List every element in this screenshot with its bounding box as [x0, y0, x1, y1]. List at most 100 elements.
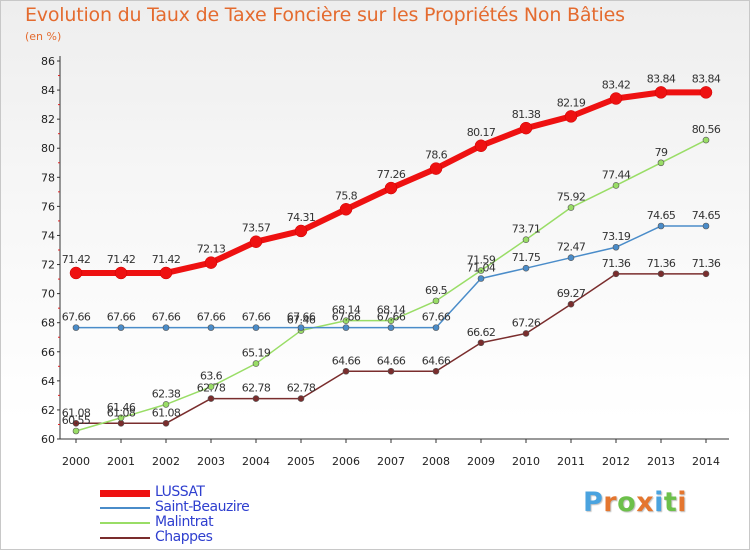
data-point [162, 401, 170, 408]
data-label: 62.38 [152, 387, 181, 400]
data-label: 73.71 [512, 223, 541, 236]
data-label: 61.46 [107, 401, 136, 414]
x-tick-label: 2013 [647, 455, 675, 468]
data-label: 67.66 [287, 311, 316, 324]
legend-swatch [100, 522, 150, 524]
data-label: 67.46 [287, 314, 316, 327]
data-label: 71.42 [152, 253, 181, 266]
data-label: 67.66 [107, 311, 136, 324]
x-tick-label: 2008 [422, 455, 450, 468]
data-point [567, 204, 575, 211]
data-label: 78.6 [425, 149, 448, 162]
data-label: 79 [655, 146, 668, 159]
data-label: 64.66 [332, 354, 361, 367]
y-tick-label: 60 [41, 433, 55, 446]
y-tick-label: 86 [41, 55, 55, 68]
data-point [657, 222, 665, 230]
data-label: 60.55 [62, 414, 91, 427]
data-label: 67.66 [152, 311, 181, 324]
logo-letter: o [617, 487, 637, 518]
series-line-chappes [76, 273, 706, 425]
chart-data-points [69, 86, 713, 435]
y-tick-label: 70 [41, 288, 55, 301]
proxiti-logo: Proxiti [583, 487, 687, 518]
data-label: 75.8 [335, 189, 358, 202]
x-tick-label: 2002 [152, 455, 180, 468]
data-point [522, 264, 530, 272]
data-label: 62.78 [242, 382, 271, 395]
data-label: 71.36 [692, 257, 721, 270]
data-label: 68.14 [377, 304, 406, 317]
data-point [702, 136, 710, 144]
data-label: 67.66 [377, 311, 406, 324]
data-label: 65.19 [242, 347, 271, 360]
data-point [72, 419, 80, 427]
data-label: 71.36 [647, 257, 676, 270]
data-label: 61.08 [107, 406, 136, 419]
data-point [114, 266, 128, 280]
y-tick-label: 68 [41, 317, 55, 330]
y-tick-label: 64 [41, 375, 55, 388]
data-point [297, 395, 305, 402]
data-point [117, 324, 125, 331]
logo-letter: r [603, 487, 618, 518]
logo-letter: x [636, 487, 655, 518]
data-point [207, 395, 215, 402]
data-label: 80.17 [467, 126, 496, 139]
data-label: 71.42 [62, 253, 91, 266]
data-point [387, 367, 395, 375]
data-point [432, 324, 440, 331]
data-label: 73.19 [602, 230, 631, 243]
x-tick-label: 2011 [557, 455, 585, 468]
chart-title: Evolution du Taux de Taxe Foncière sur l… [25, 4, 625, 26]
x-tick-label: 2010 [512, 455, 540, 468]
data-point [567, 300, 575, 308]
data-point [204, 256, 218, 269]
data-point [294, 224, 308, 238]
legend-label: Malintrat [155, 514, 214, 530]
data-label: 62.78 [287, 382, 316, 395]
data-point [654, 86, 668, 99]
data-point [477, 267, 485, 274]
data-point [72, 427, 80, 435]
data-label: 74.65 [692, 209, 721, 222]
data-point [567, 254, 575, 262]
data-point [519, 121, 533, 135]
data-label: 74.65 [647, 209, 676, 222]
data-point [249, 235, 263, 248]
x-tick-label: 2012 [602, 455, 630, 468]
data-point [474, 139, 488, 153]
data-label: 71.42 [107, 253, 136, 266]
data-label: 67.26 [512, 316, 541, 329]
data-point [339, 203, 353, 216]
data-point [162, 419, 170, 427]
data-point [162, 324, 170, 331]
data-label: 71.04 [467, 261, 496, 274]
data-label: 63.6 [200, 370, 223, 383]
y-tick-label: 66 [41, 346, 55, 359]
y-tick-label: 72 [41, 259, 55, 272]
data-label: 67.66 [332, 311, 361, 324]
chart-data-labels: 61.08 61.08 61.08 62.78 62.78 62.78 64.66 64.66… [62, 72, 722, 427]
data-point [702, 270, 710, 278]
chart-unit-label: (en %) [25, 30, 62, 43]
y-tick-label: 76 [41, 200, 55, 213]
data-label: 74.31 [287, 211, 316, 224]
legend-swatch [100, 489, 150, 497]
data-point [432, 297, 440, 305]
x-tick-label: 2005 [287, 455, 315, 468]
data-label: 67.66 [242, 311, 271, 324]
y-tick-label: 80 [41, 142, 55, 155]
data-point [342, 324, 350, 331]
data-point [657, 270, 665, 278]
data-point [432, 367, 440, 375]
data-point [429, 162, 443, 175]
data-point [657, 159, 665, 167]
data-point [522, 236, 530, 243]
data-point [342, 367, 350, 375]
data-point [387, 317, 395, 324]
data-point [477, 275, 485, 282]
legend-label: LUSSAT [155, 484, 205, 500]
x-tick-label: 2006 [332, 455, 360, 468]
